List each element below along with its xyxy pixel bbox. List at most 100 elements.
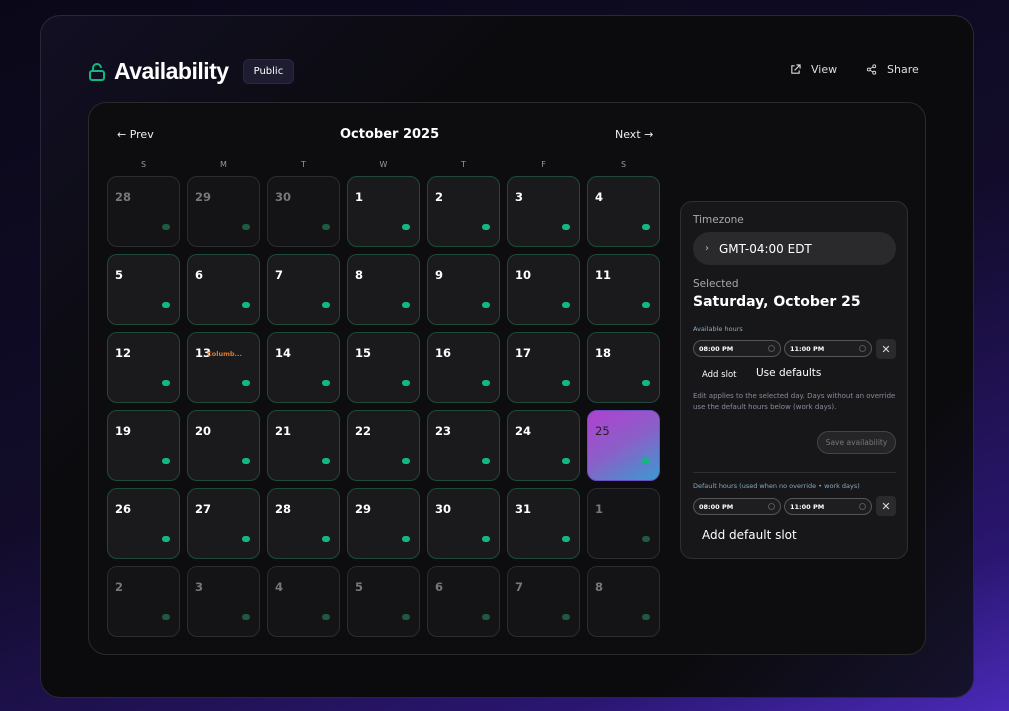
calendar-day[interactable]: 7 — [267, 254, 340, 325]
weekday-header: F — [541, 160, 546, 169]
slot-start-input[interactable]: 08:00 PM — [693, 340, 781, 357]
visibility-badge[interactable]: Public — [242, 59, 295, 84]
available-hours-label: Available hours — [693, 325, 743, 333]
calendar-day[interactable]: 7 — [507, 566, 580, 637]
calendar-day[interactable]: 3 — [507, 176, 580, 247]
calendar-day[interactable]: 31 — [507, 488, 580, 559]
calendar-day[interactable]: 15 — [347, 332, 420, 403]
calendar-day[interactable]: 6 — [427, 566, 500, 637]
calendar-day[interactable]: 1 — [587, 488, 660, 559]
day-number: 25 — [595, 424, 610, 438]
availability-dot — [402, 224, 410, 230]
use-defaults-button[interactable]: Use defaults — [756, 367, 822, 379]
calendar-day[interactable]: 24 — [507, 410, 580, 481]
default-start-input[interactable]: 08:00 PM — [693, 498, 781, 515]
timezone-select[interactable]: › GMT-04:00 EDT — [693, 232, 896, 265]
calendar-day[interactable]: 21 — [267, 410, 340, 481]
chevron-right-icon: › — [705, 243, 709, 254]
day-number: 6 — [435, 580, 444, 594]
page-title: Availability — [114, 58, 229, 84]
availability-dot — [562, 224, 570, 230]
day-number: 1 — [355, 190, 364, 204]
availability-dot — [402, 614, 410, 620]
availability-dot — [482, 458, 490, 464]
calendar-day[interactable]: 5 — [347, 566, 420, 637]
remove-slot-button[interactable]: ✕ — [876, 339, 896, 359]
availability-dot — [242, 302, 250, 308]
day-number: 6 — [195, 268, 204, 282]
day-number: 7 — [275, 268, 284, 282]
add-slot-button[interactable]: Add slot — [702, 370, 737, 380]
day-number: 16 — [435, 346, 452, 360]
clock-icon — [768, 503, 775, 510]
availability-dot — [242, 536, 250, 542]
calendar-day[interactable]: 13 Columb... — [187, 332, 260, 403]
add-default-slot-button[interactable]: Add default slot — [702, 528, 797, 542]
availability-dot — [402, 380, 410, 386]
calendar-day[interactable]: 29 — [347, 488, 420, 559]
availability-sidebar: Timezone › GMT-04:00 EDT Selected Saturda… — [680, 201, 908, 559]
availability-dot — [402, 458, 410, 464]
calendar-day[interactable]: 14 — [267, 332, 340, 403]
calendar-day[interactable]: 4 — [267, 566, 340, 637]
day-number: 24 — [515, 424, 532, 438]
next-month-button[interactable]: Next → — [615, 128, 654, 141]
clock-icon — [768, 345, 775, 352]
weekday-header: S — [620, 160, 627, 169]
calendar-day[interactable]: 3 — [187, 566, 260, 637]
calendar-day[interactable]: 2 — [427, 176, 500, 247]
calendar-day[interactable]: 12 — [107, 332, 180, 403]
view-button[interactable]: View — [790, 63, 837, 76]
calendar-day[interactable]: 2 — [107, 566, 180, 637]
calendar-day[interactable]: 27 — [187, 488, 260, 559]
day-number: 28 — [115, 190, 132, 204]
calendar-day[interactable]: 4 — [587, 176, 660, 247]
calendar-day[interactable]: 8 — [587, 566, 660, 637]
share-icon — [866, 64, 877, 75]
calendar-day-selected[interactable]: 25 — [587, 410, 660, 481]
day-number: 29 — [355, 502, 372, 516]
availability-dot — [642, 536, 650, 542]
day-number: 2 — [115, 580, 124, 594]
calendar-day[interactable]: 20 — [187, 410, 260, 481]
divider — [693, 472, 896, 473]
calendar-day[interactable]: 8 — [347, 254, 420, 325]
default-end-input[interactable]: 11:00 PM — [784, 498, 872, 515]
day-number: 18 — [595, 346, 612, 360]
calendar-day[interactable]: 28 — [267, 488, 340, 559]
timezone-label: Timezone — [693, 214, 744, 226]
unlock-icon — [89, 62, 105, 81]
save-availability-button[interactable]: Save availability — [817, 431, 896, 454]
calendar-day[interactable]: 16 — [427, 332, 500, 403]
day-number: 8 — [355, 268, 364, 282]
remove-default-slot-button[interactable]: ✕ — [876, 496, 896, 516]
calendar-day[interactable]: 19 — [107, 410, 180, 481]
availability-dot — [562, 536, 570, 542]
calendar-day[interactable]: 28 — [107, 176, 180, 247]
availability-dot — [162, 536, 170, 542]
day-number: 2 — [435, 190, 444, 204]
availability-dot — [162, 380, 170, 386]
day-number: 17 — [515, 346, 532, 360]
calendar-day[interactable]: 11 — [587, 254, 660, 325]
availability-dot — [162, 458, 170, 464]
calendar-day[interactable]: 30 — [267, 176, 340, 247]
share-button[interactable]: Share — [866, 63, 919, 76]
calendar-day[interactable]: 29 — [187, 176, 260, 247]
calendar-day[interactable]: 23 — [427, 410, 500, 481]
calendar-day[interactable]: 9 — [427, 254, 500, 325]
day-number: 4 — [595, 190, 604, 204]
calendar-day[interactable]: 6 — [187, 254, 260, 325]
calendar-day[interactable]: 17 — [507, 332, 580, 403]
calendar-day[interactable]: 1 — [347, 176, 420, 247]
calendar-day[interactable]: 5 — [107, 254, 180, 325]
calendar-day[interactable]: 10 — [507, 254, 580, 325]
calendar-day[interactable]: 26 — [107, 488, 180, 559]
availability-dot — [242, 224, 250, 230]
calendar-day[interactable]: 22 — [347, 410, 420, 481]
calendar-day[interactable]: 30 — [427, 488, 500, 559]
prev-month-button[interactable]: ← Prev — [117, 128, 154, 141]
slot-end-input[interactable]: 11:00 PM — [784, 340, 872, 357]
calendar-day[interactable]: 18 — [587, 332, 660, 403]
availability-dot — [162, 614, 170, 620]
